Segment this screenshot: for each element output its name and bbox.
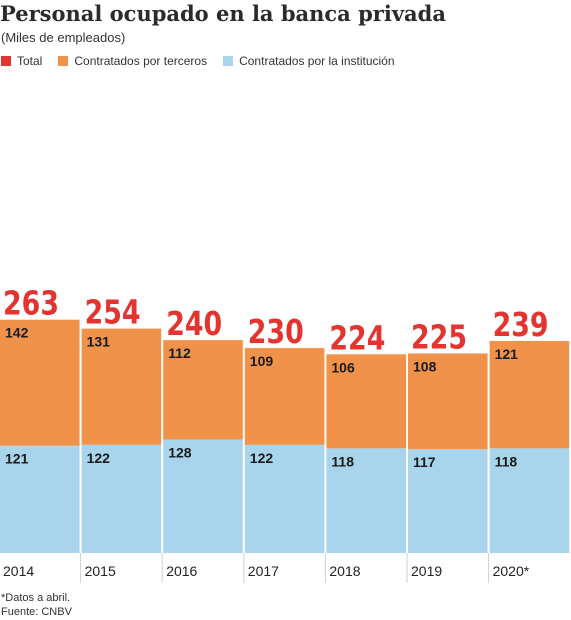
footnote-fuente: Fuente: CNBV (1, 606, 72, 618)
label-terceros-2015: 131 (87, 334, 111, 350)
bar-terceros-2016 (163, 340, 243, 440)
label-institucion-2019: 117 (413, 454, 436, 470)
legend-swatch-total (1, 56, 11, 66)
chart-title: Personal ocupado en la banca privada (0, 1, 446, 26)
total-label-2018: 224 (329, 318, 385, 357)
bar-terceros-2018 (326, 354, 406, 449)
total-label-2016: 240 (166, 304, 222, 343)
bar-terceros-2017 (244, 348, 325, 445)
legend-item-total: Total (1, 54, 42, 68)
x-tick-2015: 2015 (85, 563, 116, 579)
label-terceros-2019: 108 (413, 358, 437, 374)
legend-swatch-institucion (223, 56, 234, 66)
bar-terceros-2015 (81, 328, 162, 445)
x-tick-2020*: 2020* (493, 563, 530, 579)
label-institucion-2015: 122 (87, 450, 111, 466)
bar-institucion-2014 (0, 445, 80, 553)
total-label-2014: 263 (3, 284, 59, 323)
total-label-2017: 230 (248, 312, 304, 351)
legend: Total Contratados por terceros Contratad… (1, 54, 411, 68)
footer: *Datos a abril. Fuente: CNBV (1, 591, 72, 619)
legend-label-total: Total (17, 54, 43, 68)
label-institucion-2017: 122 (250, 450, 274, 466)
x-tick-2017: 2017 (248, 563, 279, 579)
bar-terceros-2019 (408, 353, 488, 450)
bar-institucion-2018 (326, 448, 406, 553)
label-terceros-2016: 112 (168, 345, 191, 361)
label-institucion-2020*: 118 (495, 453, 518, 469)
bar-terceros-2014 (0, 319, 80, 446)
bar-institucion-2019 (408, 449, 488, 553)
label-terceros-2017: 109 (250, 353, 274, 369)
label-terceros-2020*: 121 (495, 346, 519, 362)
x-tick-2018: 2018 (329, 563, 360, 579)
legend-label-institucion: Contratados por la institución (239, 54, 395, 68)
total-label-2019: 225 (411, 317, 467, 356)
label-terceros-2014: 142 (5, 325, 29, 341)
legend-item-terceros: Contratados por terceros (58, 54, 207, 68)
legend-item-institucion: Contratados por la institución (223, 54, 395, 68)
label-institucion-2018: 118 (331, 453, 354, 469)
bar-terceros-2020* (489, 341, 570, 449)
x-tick-2016: 2016 (166, 563, 197, 579)
label-institucion-2016: 128 (168, 444, 192, 460)
bar-institucion-2017 (244, 444, 325, 553)
total-label-2015: 254 (85, 293, 141, 332)
label-terceros-2018: 106 (331, 359, 355, 375)
legend-label-terceros: Contratados por terceros (74, 54, 208, 68)
footnote-datos: *Datos a abril. (1, 592, 71, 604)
bar-institucion-2016 (163, 439, 243, 553)
total-label-2020*: 239 (493, 305, 549, 344)
stacked-bar-chart: 121 142 263 2014 122 131 254 2015 128 112 240 2016 1… (0, 284, 570, 583)
x-tick-2019: 2019 (411, 563, 442, 579)
bar-institucion-2015 (81, 444, 162, 553)
label-institucion-2014: 121 (5, 451, 29, 467)
bar-institucion-2020* (489, 448, 570, 553)
chart-subtitle: (Miles de empleados) (1, 30, 126, 45)
legend-swatch-terceros (58, 56, 69, 66)
x-tick-2014: 2014 (3, 563, 34, 579)
